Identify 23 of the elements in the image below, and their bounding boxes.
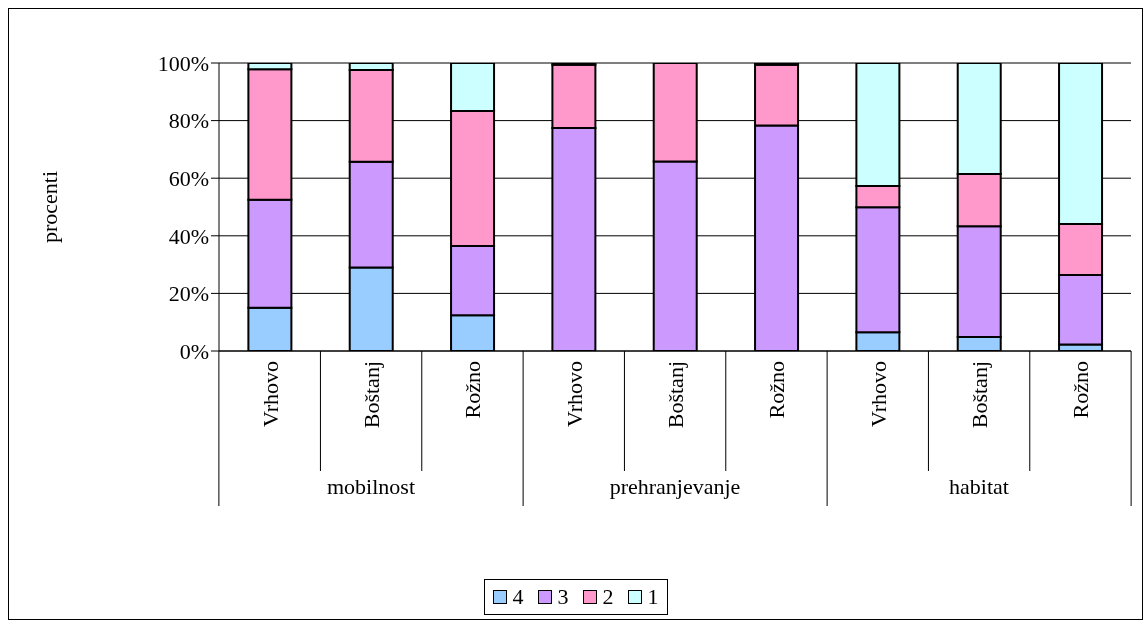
legend-label: 1 <box>647 584 659 610</box>
text: mobilnost <box>326 474 416 499</box>
text: prehranjevanje <box>609 474 741 499</box>
y-axis-title: procenti <box>37 170 62 244</box>
x-tick-label: Vrhovo <box>561 361 587 427</box>
x-tick-label: Boštanj <box>663 361 688 429</box>
legend-label: 4 <box>512 584 524 610</box>
y-tick-label: 60% <box>168 166 209 192</box>
x-tick-label: Vrhovo <box>257 361 283 427</box>
x-tick-label: Rožno <box>1068 361 1094 419</box>
y-tick-label: 40% <box>168 223 209 249</box>
y-tick-label: 80% <box>168 108 209 134</box>
text: habitat <box>949 474 1009 499</box>
x-tick-label: Boštanj <box>967 361 992 429</box>
y-tick-label: 20% <box>168 281 209 307</box>
y-tick-label: 0% <box>179 338 209 364</box>
legend-label: 2 <box>602 584 614 610</box>
legend-label: 3 <box>557 584 569 610</box>
x-tick-label: Vrhovo <box>865 361 891 427</box>
x-tick-label: Boštanj <box>359 361 384 429</box>
y-tick-label: 100% <box>157 50 209 76</box>
x-tick-label: Rožno <box>460 361 486 419</box>
x-tick-label: Rožno <box>764 361 790 419</box>
